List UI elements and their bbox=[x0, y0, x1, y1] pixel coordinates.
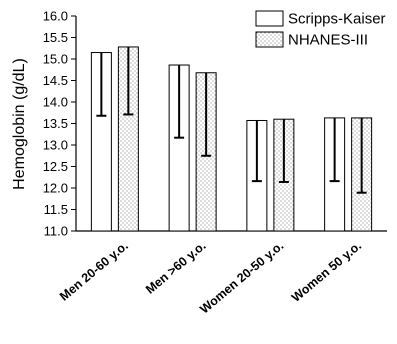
legend-label: NHANES-III bbox=[288, 32, 368, 49]
y-tick-label: 11.5 bbox=[44, 202, 68, 217]
y-tick-label: 16.0 bbox=[43, 9, 68, 24]
y-tick-label: 14.5 bbox=[43, 73, 68, 88]
y-tick-label: 15.5 bbox=[43, 30, 68, 45]
y-axis-label: Hemoglobin (g/dL) bbox=[11, 58, 28, 190]
x-tick-label: Women 50 y.o. bbox=[289, 239, 364, 305]
x-tick-label: Men >60 y.o. bbox=[143, 239, 209, 297]
x-tick-label: Women 20-50 y.o. bbox=[197, 239, 286, 317]
y-tick-label: 15.0 bbox=[43, 52, 68, 67]
y-tick-label: 13.0 bbox=[43, 138, 68, 153]
y-tick-label: 12.5 bbox=[43, 159, 68, 174]
x-tick-label: Men 20-60 y.o. bbox=[57, 239, 131, 304]
plot-area: 11.0 11.5 12.0 12.5 13.0 13.5 14.0 14.5 15.0 15.5… bbox=[43, 9, 387, 317]
y-tick-label: 12.0 bbox=[43, 181, 68, 196]
legend-label: Scripps-Kaiser bbox=[288, 11, 386, 28]
y-tick-label: 13.5 bbox=[43, 116, 68, 131]
y-tick-label: 14.0 bbox=[43, 95, 68, 110]
legend-swatch bbox=[255, 31, 284, 48]
legend-swatch bbox=[255, 10, 284, 27]
y-tick-label: 11.0 bbox=[44, 224, 68, 239]
legend: Scripps-Kaiser NHANES-III bbox=[255, 10, 386, 49]
